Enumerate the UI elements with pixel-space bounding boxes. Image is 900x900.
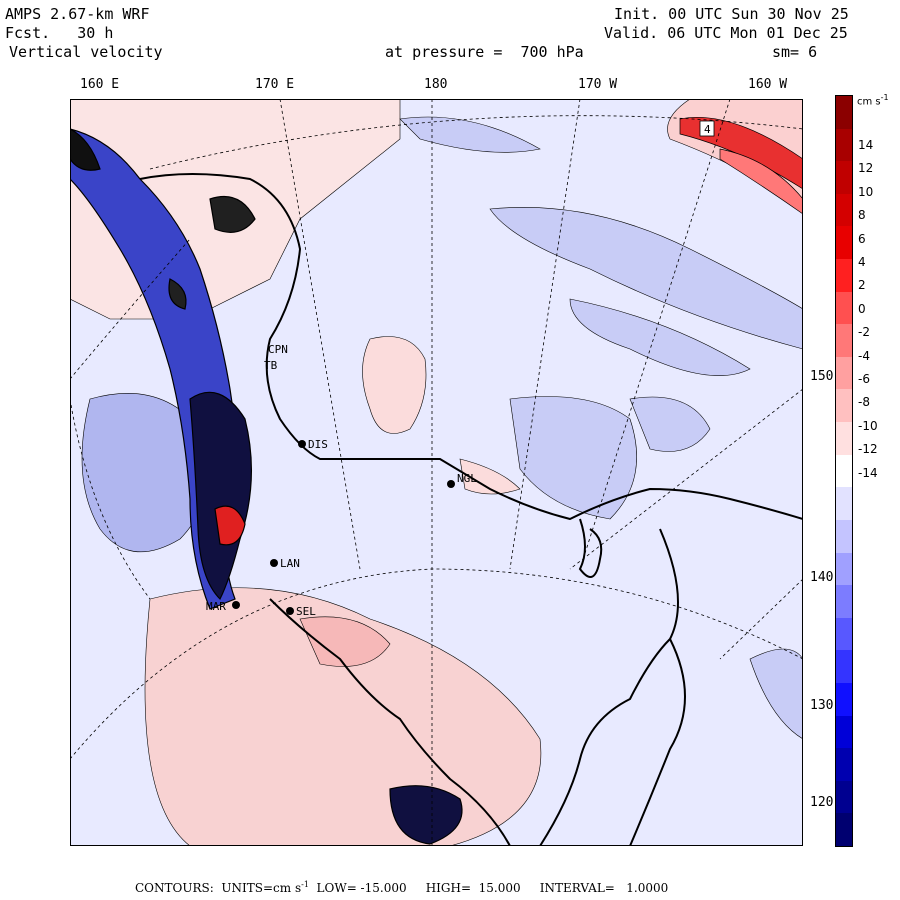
colorbar-tick: 0 xyxy=(858,301,866,316)
colorbar-tick: -6 xyxy=(858,372,870,386)
svg-text:SEL: SEL xyxy=(296,605,316,618)
contour-info: CONTOURS: UNITS=cm s-1 LOW= -15.000 HIGH… xyxy=(135,880,668,895)
lon-label: 170 W xyxy=(578,77,618,92)
fcst-label: Fcst. xyxy=(5,24,51,42)
colorbar-tick: -14 xyxy=(858,465,878,480)
svg-text:DIS: DIS xyxy=(308,438,328,451)
colorbar-tick: 10 xyxy=(858,184,874,199)
colorbar-swatch xyxy=(836,650,852,684)
colorbar-swatch xyxy=(836,454,852,488)
forecast-hour: Fcst. 30 h xyxy=(5,25,113,41)
colorbar-swatch xyxy=(836,161,852,195)
lon-label: 180 xyxy=(424,77,448,92)
colorbar-swatch xyxy=(836,487,852,521)
graticule xyxy=(70,99,803,846)
lon-label: 160 W xyxy=(748,77,788,92)
valid-time: Valid. 06 UTC Mon 01 Dec 25 xyxy=(604,24,848,42)
station-mar: MAR xyxy=(206,600,240,613)
colorbar-swatch xyxy=(836,324,852,358)
colorbar-swatch xyxy=(836,715,852,749)
pressure-level: at pressure = 700 hPa xyxy=(385,43,584,61)
station-dis: DIS xyxy=(298,438,328,451)
colorbar-tick: -2 xyxy=(858,325,870,340)
downdraft-regions xyxy=(81,116,803,740)
colorbar-swatch xyxy=(836,259,852,293)
lon-label: 160 E xyxy=(80,77,120,92)
stations: CPN TB DIS NGL LAN SEL MAR 4 xyxy=(206,120,715,618)
colorbar-swatch xyxy=(836,226,852,260)
lon-label: 170 E xyxy=(255,77,295,92)
station-tb: TB xyxy=(264,359,278,372)
colorbar-tick: -8 xyxy=(858,395,870,410)
colorbar-tick: 12 xyxy=(858,161,874,176)
contour-units: CONTOURS: UNITS=cm s-1 xyxy=(135,880,309,895)
colorbar-swatch xyxy=(836,96,852,130)
colorbar-swatch xyxy=(836,813,852,847)
fcst-value: 30 h xyxy=(77,24,114,42)
map-frame xyxy=(70,99,803,846)
vertical-velocity-map: CPN TB DIS NGL LAN SEL MAR 4 xyxy=(70,99,803,846)
colorbar-tick: -12 xyxy=(858,442,878,457)
station-cpn: CPN xyxy=(268,343,288,356)
svg-text:MAR: MAR xyxy=(206,600,226,613)
smoothing: sm= 6 xyxy=(772,43,818,61)
colorbar-swatch xyxy=(836,585,852,619)
colorbar-tick: -10 xyxy=(858,418,878,433)
colorbar-swatch xyxy=(836,519,852,553)
model-title: AMPS 2.67-km WRF xyxy=(5,5,150,23)
colorbar-tick: 8 xyxy=(858,208,866,223)
colorbar-tick: 4 xyxy=(858,255,866,269)
init-time: Init. 00 UTC Sun 30 Nov 25 xyxy=(614,5,849,23)
station-lan: LAN xyxy=(270,557,300,570)
svg-text:4: 4 xyxy=(704,123,711,136)
colorbar-swatch xyxy=(836,356,852,390)
contour-low: LOW= -15.000 xyxy=(316,881,407,895)
colorbar-swatch xyxy=(836,291,852,325)
colorbar-swatch xyxy=(836,193,852,227)
colorbar-swatch xyxy=(836,780,852,814)
colorbar-swatch xyxy=(836,128,852,162)
colorbar xyxy=(835,95,853,847)
colorbar-tick: 6 xyxy=(858,231,866,246)
convection-band xyxy=(70,128,463,845)
colorbar-swatch xyxy=(836,682,852,717)
field-name: Vertical velocity xyxy=(9,43,163,61)
colorbar-swatch xyxy=(836,389,852,423)
svg-text:CPN: CPN xyxy=(268,343,288,356)
svg-text:LAN: LAN xyxy=(280,557,300,570)
svg-text:NGL: NGL xyxy=(457,472,477,485)
station-ngl: NGL xyxy=(447,472,477,488)
colorbar-tick: -4 xyxy=(858,348,870,363)
colorbar-swatch xyxy=(836,422,852,456)
colorbar-swatch xyxy=(836,617,852,651)
contour-interval: INTERVAL= 1.0000 xyxy=(539,881,669,895)
colorbar-swatch xyxy=(836,552,852,586)
station-4: 4 xyxy=(699,120,715,137)
svg-text:TB: TB xyxy=(264,359,278,372)
colorbar-tick: 14 xyxy=(858,138,874,152)
colorbar-swatch xyxy=(836,748,852,782)
colorbar-tick: 2 xyxy=(858,278,866,293)
colorbar-units: cm s-1 xyxy=(857,93,889,108)
station-sel: SEL xyxy=(286,605,316,618)
contour-high: HIGH= 15.000 xyxy=(425,881,521,895)
